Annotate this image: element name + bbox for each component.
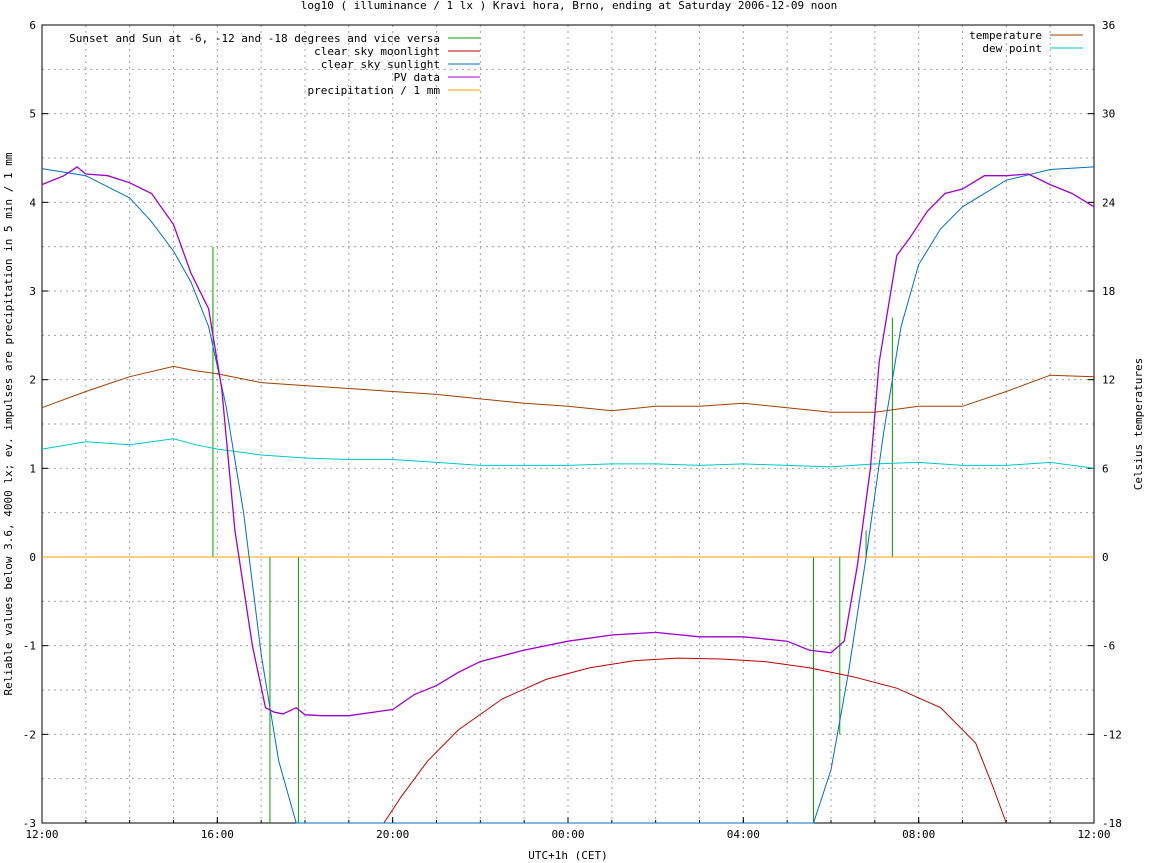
x-tick-label: 04:00 <box>727 828 760 841</box>
y-axis: -3 -2 -1 0 1 2 3 4 5 6 <box>23 19 48 830</box>
y2-tick-label: 12 <box>1102 374 1115 387</box>
y-tick-label: 6 <box>29 19 36 32</box>
y-tick-label: 3 <box>29 285 36 298</box>
x-axis-label: UTC+1h (CET) <box>528 849 607 862</box>
series-layer <box>41 166 1095 824</box>
series-line-temperature <box>41 365 1095 413</box>
y2-tick-label: 30 <box>1102 108 1115 121</box>
y-tick-label: -1 <box>23 640 36 653</box>
y2-tick-label: 6 <box>1102 462 1109 475</box>
series-line-clear-sky-sunlight <box>41 166 1095 824</box>
legend-label: dew point <box>982 42 1042 55</box>
y2-tick-label: 24 <box>1102 196 1116 209</box>
y-tick-label: -3 <box>23 817 36 830</box>
y2-tick-label: -12 <box>1102 728 1122 741</box>
y-tick-label: 5 <box>29 108 36 121</box>
grid <box>42 25 1094 823</box>
y-tick-label: 1 <box>29 462 36 475</box>
legend-label: temperature <box>969 29 1042 42</box>
series-line-clear-sky-moonlight <box>383 657 1007 824</box>
y-axis-label: Reliable values below 3.6, 4000 lx; ev. … <box>2 152 15 695</box>
chart-title: log10 ( illuminance / 1 lx ) Kravi hora,… <box>301 0 837 12</box>
legend-label: PV data <box>394 71 440 84</box>
legend-label: clear sky sunlight <box>321 58 440 71</box>
y2-tick-label: -18 <box>1102 817 1122 830</box>
y2-tick-label: 0 <box>1102 551 1109 564</box>
series-line-dew-point <box>41 438 1095 469</box>
y-tick-label: 2 <box>29 374 36 387</box>
y-tick-label: -2 <box>23 728 36 741</box>
sun-event-lines <box>212 246 893 823</box>
y-tick-label: 4 <box>29 196 36 209</box>
legend-label: clear sky moonlight <box>314 45 440 58</box>
x-tick-label: 12:00 <box>1077 828 1110 841</box>
legend-label: precipitation / 1 mm <box>308 84 441 97</box>
x-tick-label: 08:00 <box>902 828 935 841</box>
y-tick-label: 0 <box>29 551 36 564</box>
y2-tick-label: 36 <box>1102 19 1115 32</box>
x-tick-label: 00:00 <box>551 828 584 841</box>
x-tick-label: 16:00 <box>201 828 234 841</box>
y2-tick-label: -6 <box>1102 640 1115 653</box>
y2-tick-label: 18 <box>1102 285 1115 298</box>
legend-label: Sunset and Sun at -6, -12 and -18 degree… <box>69 32 440 45</box>
x-axis: 12:00 16:00 20:00 00:00 04:00 08:00 12:00 <box>25 817 1111 841</box>
x-tick-label: 12:00 <box>25 828 58 841</box>
x-tick-label: 20:00 <box>376 828 409 841</box>
legend-left: Sunset and Sun at -6, -12 and -18 degree… <box>69 32 480 97</box>
y2-axis-label: Celsius temperatures <box>1132 358 1145 490</box>
y2-axis: -18 -12 -6 0 6 12 18 24 30 36 <box>1088 19 1122 830</box>
series-line-pv-data <box>41 166 1095 717</box>
